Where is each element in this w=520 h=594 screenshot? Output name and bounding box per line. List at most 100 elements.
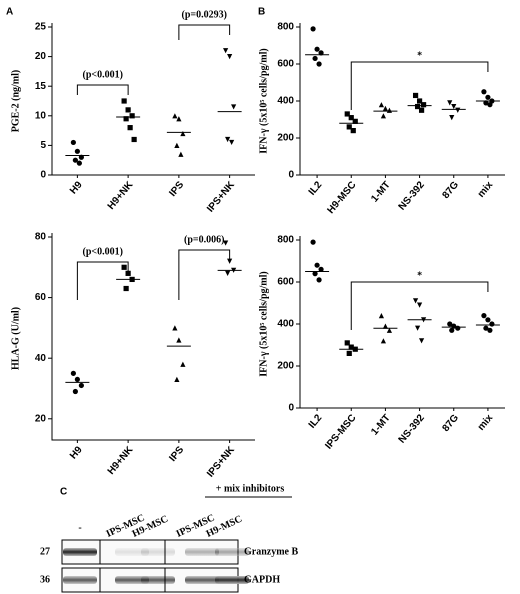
- data-point: [418, 338, 425, 344]
- y-tick-label: 20: [35, 51, 47, 62]
- data-point: [455, 325, 461, 331]
- data-point: [225, 270, 231, 276]
- row-label: Granzyme B: [244, 546, 298, 557]
- data-point: [223, 48, 229, 54]
- annotation: (p=0.0293): [182, 9, 227, 20]
- y-tick-label: 800: [277, 235, 294, 246]
- y-axis-label: IFN-γ (5x10⁵ cells/pg/ml): [258, 271, 269, 376]
- bracket: [178, 24, 231, 40]
- y-tick-label: 10: [35, 110, 47, 121]
- data-point: [380, 338, 387, 344]
- y-tick-label: 5: [40, 140, 46, 151]
- data-point: [378, 102, 385, 108]
- data-point: [180, 130, 186, 137]
- axis: [299, 23, 505, 176]
- x-tick-label: IPS+NK: [205, 179, 237, 215]
- data-point: [76, 160, 82, 166]
- data-point: [348, 115, 354, 121]
- data-point: [346, 124, 352, 130]
- band: [63, 576, 97, 584]
- data-point: [412, 298, 419, 304]
- data-point: [310, 239, 316, 245]
- data-point: [78, 382, 84, 389]
- data-point: [180, 361, 186, 367]
- data-point: [316, 61, 322, 67]
- x-tick-label: H9+NK: [106, 179, 136, 212]
- lane-label: -: [78, 522, 81, 533]
- data-point: [131, 136, 137, 143]
- data-point: [350, 128, 356, 134]
- data-point: [481, 313, 487, 319]
- data-point: [310, 26, 316, 32]
- y-tick-label: 60: [35, 292, 47, 303]
- x-tick-label: 1-MT: [369, 413, 392, 438]
- data-point: [485, 94, 491, 100]
- data-point: [127, 125, 133, 131]
- data-point: [72, 157, 78, 163]
- data-point: [346, 350, 352, 356]
- y-tick-label: 200: [277, 133, 294, 144]
- y-tick-label: 80: [35, 232, 47, 243]
- data-point: [386, 327, 393, 333]
- data-point: [318, 266, 324, 272]
- y-tick-label: 0: [288, 170, 294, 181]
- data-point: [449, 115, 455, 121]
- panel-label: A: [6, 7, 13, 18]
- data-point: [172, 113, 178, 119]
- data-point: [316, 277, 322, 283]
- data-point: [455, 107, 461, 113]
- x-tick-label: mix: [476, 412, 496, 433]
- data-point: [481, 89, 487, 95]
- data-point: [352, 118, 358, 124]
- band: [185, 548, 219, 556]
- data-point: [420, 102, 427, 108]
- band: [141, 576, 175, 584]
- bracket: [350, 281, 489, 330]
- data-point: [348, 344, 354, 350]
- data-point: [74, 376, 80, 383]
- data-point: [123, 116, 129, 122]
- x-tick-label: H9-MSC: [325, 180, 358, 216]
- x-tick-label: NS-392: [397, 412, 428, 445]
- data-point: [312, 271, 318, 277]
- y-tick-label: 15: [35, 81, 47, 92]
- data-point: [447, 100, 453, 106]
- data-point: [121, 98, 127, 104]
- panel-label: B: [258, 7, 265, 18]
- data-point: [174, 376, 180, 383]
- data-point: [418, 107, 425, 113]
- y-axis-label: PGE-2 (ng/ml): [10, 70, 21, 133]
- row-label: GAPDH: [244, 574, 280, 585]
- annotation: *: [417, 270, 422, 281]
- data-point: [125, 270, 131, 276]
- y-tick-label: 0: [288, 403, 294, 414]
- y-tick-label: 400: [277, 96, 294, 107]
- band: [215, 576, 249, 584]
- data-point: [129, 113, 135, 119]
- band: [63, 548, 97, 556]
- data-point: [123, 285, 129, 292]
- data-point: [412, 92, 419, 99]
- data-point: [70, 370, 76, 376]
- data-point: [416, 98, 423, 104]
- x-tick-label: IL2: [307, 179, 325, 197]
- x-tick-label: IPS: [167, 179, 186, 199]
- data-point: [225, 136, 231, 143]
- bracket: [178, 249, 231, 300]
- data-point: [344, 111, 350, 117]
- y-tick-label: 40: [35, 353, 47, 364]
- data-point: [229, 139, 235, 146]
- x-tick-label: IL2: [307, 412, 325, 430]
- data-point: [416, 302, 423, 308]
- data-point: [74, 148, 80, 154]
- y-axis-label: HLA-G (U/ml): [10, 307, 21, 370]
- x-tick-label: 1-MT: [369, 180, 392, 205]
- data-point: [483, 100, 489, 106]
- panel-label: C: [60, 487, 67, 498]
- data-point: [314, 46, 320, 52]
- data-point: [70, 139, 76, 146]
- data-point: [318, 50, 324, 56]
- x-tick-label: 87G: [440, 412, 461, 434]
- group-label: + mix inhibitors: [216, 483, 285, 494]
